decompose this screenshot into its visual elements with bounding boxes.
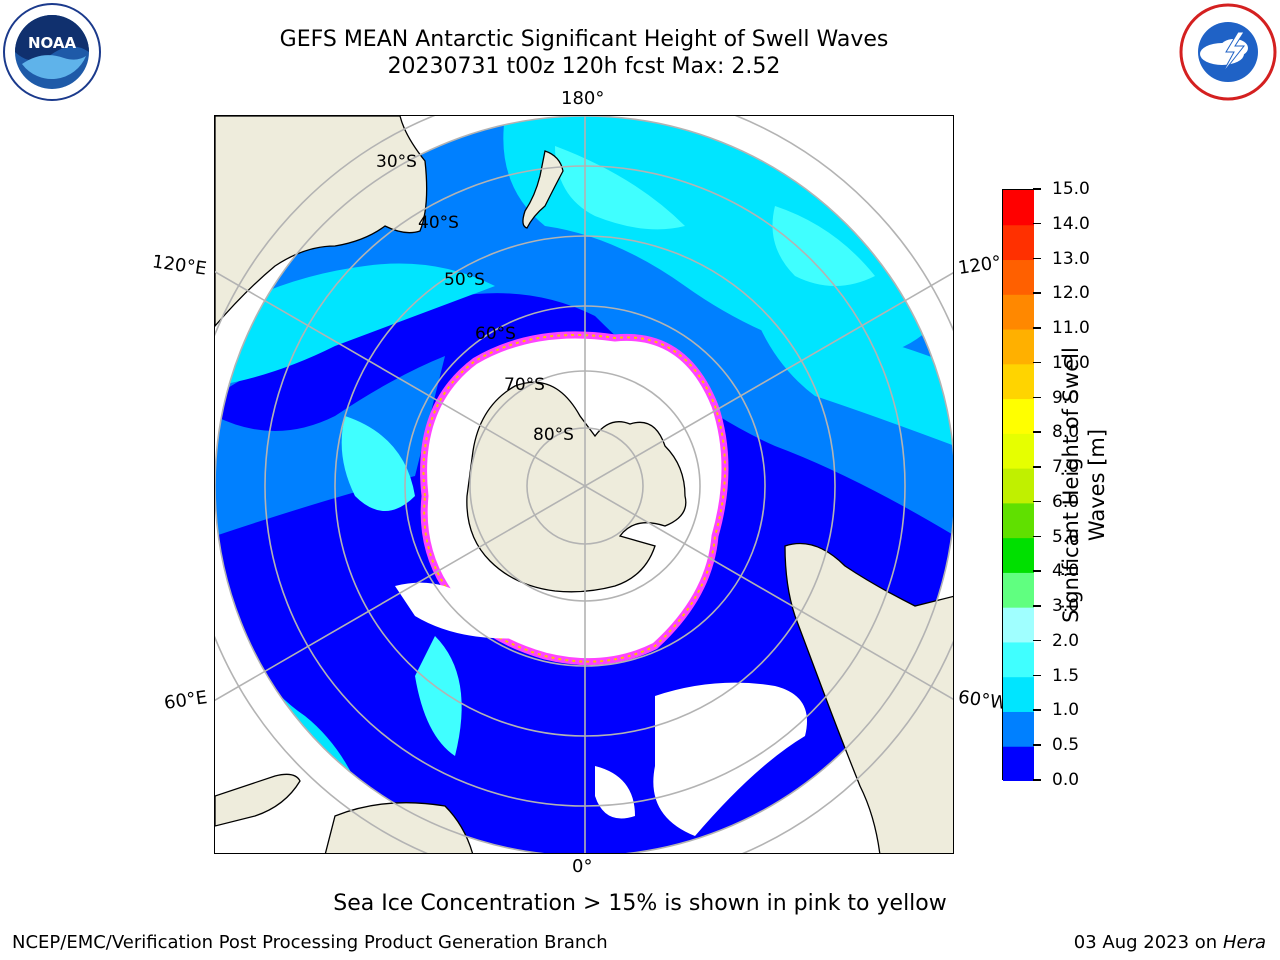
colorbar-tick-label: 6.0 bbox=[1052, 491, 1080, 512]
colorbar-tick bbox=[1033, 535, 1041, 538]
south-america bbox=[784, 542, 953, 853]
lat-label-60s: 60°S bbox=[475, 324, 516, 344]
colorbar-tick bbox=[1033, 639, 1041, 642]
lon-label-180: 180° bbox=[561, 88, 605, 109]
colorbar-tick bbox=[1033, 570, 1041, 572]
colorbar-segment bbox=[1003, 224, 1034, 261]
colorbar-tick bbox=[1033, 674, 1041, 677]
colorbar-title: Significant Height of Swell Waves [m] bbox=[1059, 347, 1109, 623]
colorbar-segment bbox=[1003, 398, 1034, 434]
colorbar-segment bbox=[1003, 190, 1034, 226]
colorbar-tick bbox=[1033, 327, 1041, 329]
colorbar-tick-label: 7.0 bbox=[1052, 457, 1080, 478]
colorbar-tick bbox=[1033, 466, 1041, 468]
lat-label-40s: 40°S bbox=[418, 213, 459, 233]
colorbar-tick-label: 1.5 bbox=[1052, 665, 1080, 686]
colorbar-tick-label: 11.0 bbox=[1052, 318, 1090, 339]
map-subtitle: 20230731 t00z 120h fcst Max: 2.52 bbox=[387, 54, 781, 79]
colorbar-tick-label: 15.0 bbox=[1052, 179, 1090, 199]
footer-date-text: 03 Aug 2023 on bbox=[1073, 932, 1218, 953]
colorbar-tick-label: 14.0 bbox=[1052, 213, 1090, 234]
colorbar-tick bbox=[1033, 292, 1041, 294]
colorbar-segment bbox=[1003, 329, 1034, 365]
colorbar-tick-label: 1.0 bbox=[1052, 700, 1080, 721]
colorbar-segment bbox=[1003, 502, 1034, 539]
colorbar-tick-label: 8.0 bbox=[1052, 422, 1080, 443]
lon-label-0: 0° bbox=[572, 856, 593, 877]
colorbar-tick bbox=[1033, 257, 1041, 260]
graticule bbox=[215, 116, 953, 853]
lat-label-30s: 30°S bbox=[376, 152, 417, 172]
noaa-logo: NOAA bbox=[3, 3, 101, 101]
lat-label-80s: 80°S bbox=[533, 425, 574, 445]
colorbar-tick-label: 4.0 bbox=[1052, 561, 1080, 582]
colorbar-tick bbox=[1033, 709, 1041, 711]
colorbar-tick-label: 12.0 bbox=[1052, 283, 1090, 304]
colorbar-segment bbox=[1003, 259, 1034, 295]
colorbar-tick-label: 10.0 bbox=[1052, 352, 1090, 373]
footer-host: Hera bbox=[1222, 932, 1266, 953]
lat-label-50s: 50°S bbox=[444, 270, 485, 290]
nws-logo bbox=[1179, 3, 1277, 101]
colorbar-tick bbox=[1033, 779, 1041, 781]
africa bbox=[324, 802, 474, 853]
colorbar-segment bbox=[1003, 746, 1034, 781]
colorbar-tick-label: 2.0 bbox=[1052, 630, 1080, 651]
footer-date: 03 Aug 2023 on Hera bbox=[1074, 932, 1266, 953]
colorbar bbox=[1002, 189, 1034, 781]
map-title: GEFS MEAN Antarctic Significant Height o… bbox=[279, 27, 889, 52]
antarctica bbox=[466, 381, 687, 593]
sea-ice-note: Sea Ice Concentration > 15% is shown in … bbox=[333, 891, 947, 916]
colorbar-segment bbox=[1003, 711, 1034, 747]
colorbar-tick bbox=[1033, 188, 1041, 190]
colorbar-tick bbox=[1033, 744, 1041, 746]
lat-label-70s: 70°S bbox=[504, 375, 545, 395]
colorbar-tick-label: 0.0 bbox=[1052, 770, 1080, 790]
lon-label-60e: 60°E bbox=[162, 687, 209, 714]
noaa-logo-text: NOAA bbox=[28, 34, 77, 52]
lon-label-120w: 120° bbox=[956, 252, 1003, 279]
colorbar-segment bbox=[1003, 294, 1034, 330]
colorbar-tick bbox=[1033, 605, 1041, 607]
colorbar-tick-label: 13.0 bbox=[1052, 248, 1090, 269]
colorbar-segment bbox=[1003, 676, 1034, 712]
colorbar-segment bbox=[1003, 468, 1034, 504]
colorbar-tick bbox=[1033, 361, 1041, 364]
colorbar-tick bbox=[1033, 396, 1041, 399]
colorbar-tick bbox=[1033, 222, 1041, 225]
colorbar-segment bbox=[1003, 607, 1034, 643]
colorbar-tick-label: 3.0 bbox=[1052, 596, 1080, 617]
polar-map bbox=[214, 115, 954, 854]
colorbar-tick-label: 9.0 bbox=[1052, 387, 1080, 408]
colorbar-tick bbox=[1033, 500, 1041, 503]
colorbar-tick-label: 5.0 bbox=[1052, 526, 1080, 547]
colorbar-segment bbox=[1003, 433, 1034, 469]
colorbar-segment bbox=[1003, 537, 1034, 573]
colorbar-tick-label: 0.5 bbox=[1052, 735, 1080, 756]
australia bbox=[215, 116, 428, 327]
colorbar-tick bbox=[1033, 431, 1041, 433]
footer-credit: NCEP/EMC/Verification Post Processing Pr… bbox=[12, 932, 608, 953]
new-zealand bbox=[522, 150, 564, 229]
colorbar-segment bbox=[1003, 572, 1034, 608]
colorbar-segment bbox=[1003, 363, 1034, 400]
colorbar-segment bbox=[1003, 641, 1034, 678]
lon-label-120e: 120°E bbox=[150, 251, 208, 280]
